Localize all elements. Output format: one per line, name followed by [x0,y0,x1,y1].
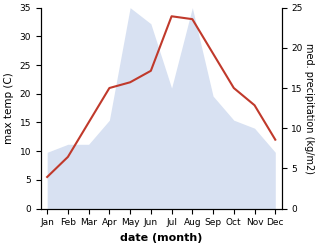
X-axis label: date (month): date (month) [120,233,203,243]
Y-axis label: max temp (C): max temp (C) [4,72,14,144]
Y-axis label: med. precipitation (kg/m2): med. precipitation (kg/m2) [304,43,314,174]
